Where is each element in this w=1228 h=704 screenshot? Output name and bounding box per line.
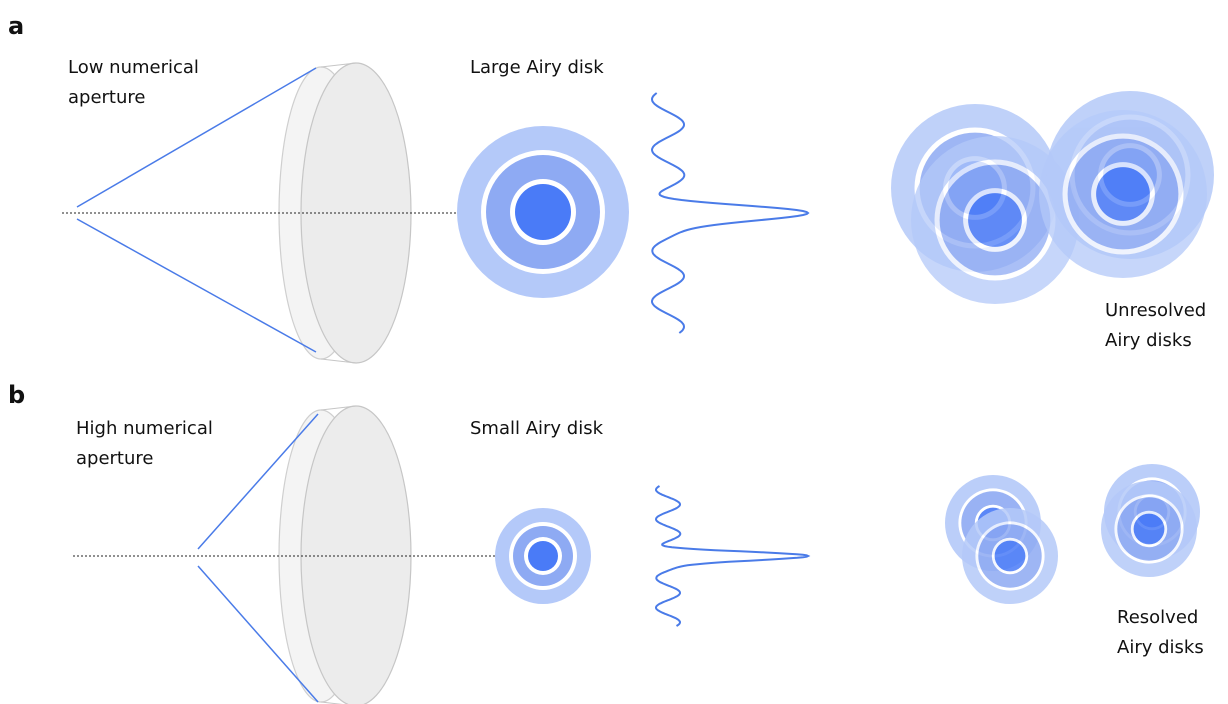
panel-b-intensity-profile [654,485,811,627]
panel-b: b High numerical aperture Small Airy dis… [8,381,1204,704]
panel-b-disk-label: Small Airy disk [470,418,604,439]
panel-a: a Low numerical aperture Large Airy disk… [8,12,1214,364]
panel-a-letter: a [8,12,24,40]
panel-b-aperture-label-line1: High numerical [76,418,213,439]
panel-a-disk-left-2 [911,136,1079,304]
panel-b-letter: b [8,381,25,409]
panel-b-disk-right-2 [1101,481,1197,577]
panel-a-disk-label: Large Airy disk [470,57,604,78]
panel-a-aperture-label-line2: aperture [68,87,145,108]
panel-a-pair-label-line2: Airy disks [1105,330,1192,351]
panel-b-lens [278,405,412,704]
panel-a-intensity-profile [650,92,810,334]
panel-b-airy-disk [495,508,591,604]
panel-a-beam-upper [76,67,317,208]
panel-a-airy-disk [457,126,629,298]
panel-a-pair-label-line1: Unresolved [1105,300,1206,321]
panel-b-beam-upper [197,413,319,550]
panel-b-disk-left-2 [962,508,1058,604]
panel-b-pair-label-line1: Resolved [1117,607,1198,628]
panel-a-aperture-label-line1: Low numerical [68,57,199,78]
panel-b-pair-label-line2: Airy disks [1117,637,1204,658]
panel-b-resolved-disks [945,464,1200,604]
panel-a-disk-right-2 [1039,110,1207,278]
panel-b-beam-lower [197,565,319,703]
panel-a-beam-lower [76,218,317,353]
panel-a-unresolved-disks [891,91,1214,304]
panel-b-aperture-label-line2: aperture [76,448,153,469]
